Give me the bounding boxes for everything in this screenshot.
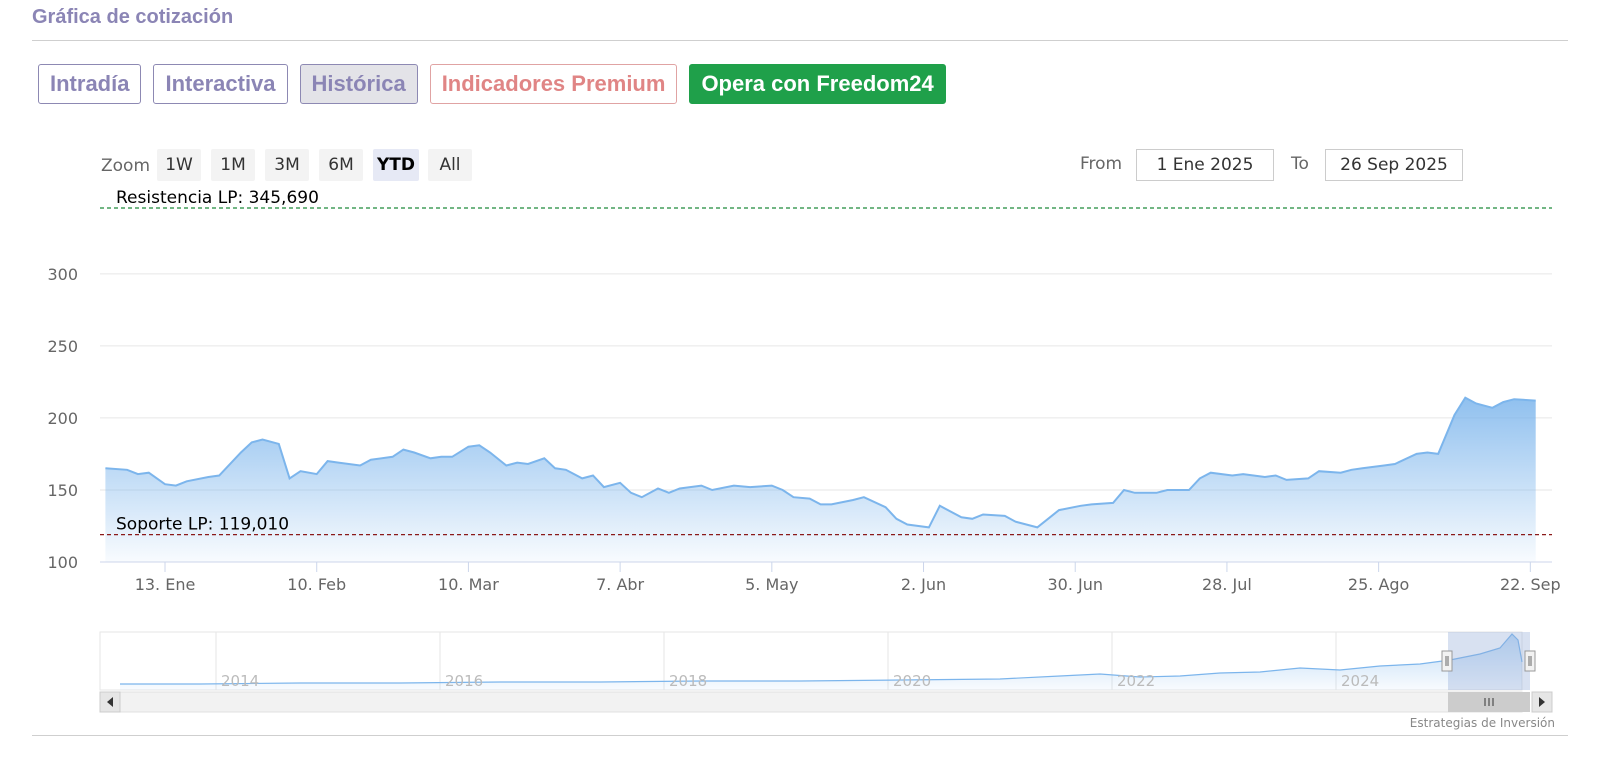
title-divider [32,40,1568,41]
navigator-year-labels: 2014 2016 2018 2020 2022 2024 [221,672,1379,690]
chart-credit: Estrategias de Inversión [1409,716,1555,730]
nav-year-2022: 2022 [1117,672,1155,690]
price-line [105,396,1536,529]
zoom-3m-button[interactable]: 3M [265,149,309,181]
bottom-divider [32,735,1568,736]
opera-freedom24-button[interactable]: Opera con Freedom24 [689,64,946,104]
navigator-grid [215,632,1337,690]
x-tick-label: 22. Sep [1500,575,1561,594]
x-tick-label: 28. Jul [1202,575,1252,594]
x-tick-label: 10. Mar [438,575,499,594]
resistance-label: Resistencia LP: 345,690 [116,188,319,208]
tab-intradia[interactable]: Intradía [38,64,142,104]
y-tick-label: 100 [47,553,78,572]
navigator: 2014 2016 2018 2020 2022 2024 [99,631,1536,691]
zoom-all-button[interactable]: All [428,149,472,181]
x-tick-label: 13. Ene [135,575,196,594]
scrollbar[interactable] [99,691,1553,713]
support-label: Soporte LP: 119,010 [116,515,289,535]
navigator-area [120,634,1522,690]
tab-historica[interactable]: Histórica [299,64,418,104]
range-to-input[interactable]: 26 Sep 2025 [1325,149,1463,181]
zoom-1w-button[interactable]: 1W [157,149,201,181]
y-tick-label: 200 [47,409,78,428]
scroll-right-button[interactable] [1531,691,1553,713]
range-from-label: From [1080,154,1123,174]
y-tick-label: 300 [47,265,78,284]
nav-year-2020: 2020 [893,672,931,690]
nav-year-2014: 2014 [221,672,259,690]
page-title: Gráfica de cotización [32,6,234,28]
navigator-line [120,633,1523,685]
nav-year-2024: 2024 [1341,672,1379,690]
scroll-left-button[interactable] [99,691,121,713]
nav-year-2016: 2016 [445,672,483,690]
scrollbar-track[interactable] [99,691,1523,713]
nav-year-2018: 2018 [669,672,707,690]
navigator-frame [99,631,1523,691]
range-from-input[interactable]: 1 Ene 2025 [1136,149,1274,181]
tab-indicadores-premium[interactable]: Indicadores Premium [429,64,678,104]
scroll-right-arrow-icon [1539,697,1545,707]
x-tick-label: 2. Jun [901,575,946,594]
price-area [105,397,1536,562]
x-tick-label: 5. May [745,575,798,594]
scroll-left-arrow-icon [107,697,113,707]
chart-tabs: Intradía Interactiva Histórica Indicador… [38,64,946,104]
y-tick-label: 150 [47,481,78,500]
navigator-left-handle[interactable] [1441,650,1453,672]
scrollbar-thumb[interactable] [1448,692,1530,712]
y-tick-label: 250 [47,337,78,356]
zoom-ytd-button[interactable]: YTD [373,149,419,181]
zoom-1m-button[interactable]: 1M [211,149,255,181]
x-tick-label: 25. Ago [1348,575,1409,594]
x-tick-label: 7. Abr [596,575,644,594]
zoom-label: Zoom [101,156,151,176]
scrollbar-grip-icon [1484,698,1494,706]
x-tick-label: 30. Jun [1047,575,1103,594]
range-to-label: To [1291,154,1309,174]
zoom-6m-button[interactable]: 6M [319,149,363,181]
navigator-selection[interactable] [1448,632,1530,690]
navigator-right-handle[interactable] [1524,650,1536,672]
tab-interactiva[interactable]: Interactiva [153,64,288,104]
x-tick-label: 10. Feb [287,575,346,594]
